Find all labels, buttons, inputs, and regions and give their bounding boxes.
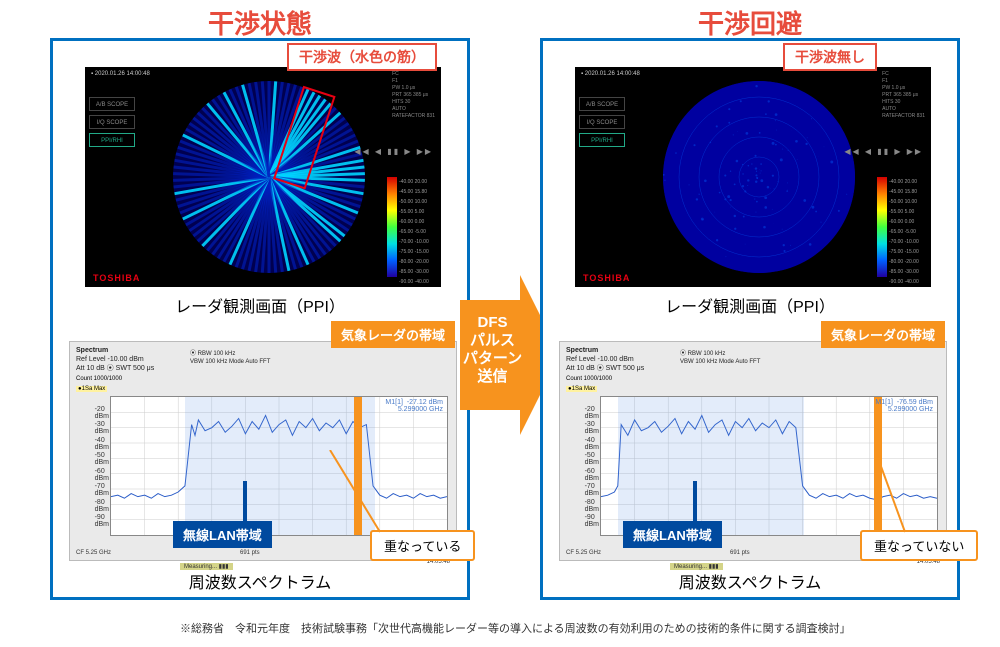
spec-header: Spectrum Ref Level -10.00 dBmAtt 10 dB ⦿… [76, 346, 154, 373]
ppi-btn-ab[interactable]: A/B SCOPE [89, 97, 135, 111]
ppi-btn-ab-r[interactable]: A/B SCOPE [579, 97, 625, 111]
ppi-screen-right: ▪ 2020.01.26 14:00:48 FCF1PW 1.0 μsPRT 3… [575, 67, 931, 287]
trace-label-r: ●1Sa Max [566, 386, 597, 392]
ppi-toolbar-r: A/B SCOPE I/Q SCOPE PPI/RHI [579, 97, 629, 151]
caption-ppi-right: レーダ観測画面（PPI） [543, 293, 957, 317]
media-controls-r[interactable]: ◀◀ ◀ ▮▮ ▶ ▶▶ [844, 147, 923, 156]
ppi-btn-iq[interactable]: I/Q SCOPE [89, 115, 135, 129]
ppi-header: ▪ 2020.01.26 14:00:48 [91, 71, 150, 77]
caption-spec-right: 周波数スペクトラム [543, 569, 957, 593]
ppi-stats: FCF1PW 1.0 μsPRT 365 385 μsHITS 30AUTORA… [392, 71, 435, 120]
caption-ppi-left: レーダ観測画面（PPI） [53, 293, 467, 317]
ppi-toolbar: A/B SCOPE I/Q SCOPE PPI/RHI [89, 97, 139, 151]
title-right: 干渉回避 [540, 4, 960, 41]
caption-spec-left: 周波数スペクトラム [53, 569, 467, 593]
label-wlan-right: 無線LAN帯域 [623, 521, 722, 548]
spec-pts: 691 pts [240, 550, 260, 556]
badge-interference: 干渉波（水色の筋） [287, 43, 437, 71]
label-radar-band-left: 気象レーダの帯域 [331, 321, 455, 348]
diagram-root: 干渉状態 干渉回避 ▪ 2020.01.26 14:00:48 FCF1PW 1… [0, 0, 1000, 647]
brand-logo-r: TOSHIBA [583, 273, 630, 283]
spec-header2-r: ⦿ RBW 100 kHz VBW 100 kHz Mode Auto FFT [680, 350, 760, 366]
ppi-btn-ppi-r[interactable]: PPI/RHI [579, 133, 625, 147]
wlan-pointer-left [243, 481, 247, 521]
leader-no-overlap [850, 450, 950, 540]
marker-left: M1[1] -27.12 dBm 5.299000 GHz [385, 399, 443, 413]
spec-cf-r: CF 5.25 GHz [566, 550, 601, 556]
leader-overlap [320, 450, 440, 540]
ppi-screen-left: ▪ 2020.01.26 14:00:48 FCF1PW 1.0 μsPRT 3… [85, 67, 441, 287]
spec-cf: CF 5.25 GHz [76, 550, 111, 556]
brand-logo: TOSHIBA [93, 273, 140, 283]
title-left: 干渉状態 [50, 4, 470, 41]
colorbar: -40.00 20.00-45.00 15.80-50.00 10.00-55.… [387, 177, 433, 277]
spec-header-r: Spectrum Ref Level -10.00 dBmAtt 10 dB ⦿… [566, 346, 644, 373]
marker-right: M1[1] -76.59 dBm 5.299000 GHz [875, 399, 933, 413]
label-radar-band-right: 気象レーダの帯域 [821, 321, 945, 348]
media-controls[interactable]: ◀◀ ◀ ▮▮ ▶ ▶▶ [354, 147, 433, 156]
spec-count: Count 1000/1000 [76, 376, 122, 382]
spec-header2: ⦿ RBW 100 kHz VBW 100 kHz Mode Auto FFT [190, 350, 270, 366]
colorbar-r: -40.00 20.00-45.00 15.80-50.00 10.00-55.… [877, 177, 923, 277]
badge-no-interference: 干渉波無し [783, 43, 877, 71]
ppi-sweep-right [663, 81, 855, 273]
trace-label: ●1Sa Max [76, 386, 107, 392]
spec-pts-r: 691 pts [730, 550, 750, 556]
wlan-shade-right [618, 397, 804, 535]
arrow-text: DFSパルスパターン送信 [460, 314, 525, 386]
spec-count-r: Count 1000/1000 [566, 376, 612, 382]
footnote: ※総務省 令和元年度 技術試験事務「次世代高機能レーダー等の導入による周波数の有… [180, 620, 851, 636]
ppi-sweep-left [173, 81, 365, 273]
ppi-stats-r: FCF1PW 1.0 μsPRT 365 385 μsHITS 30AUTORA… [882, 71, 925, 120]
label-wlan-left: 無線LAN帯域 [173, 521, 272, 548]
wlan-pointer-right [693, 481, 697, 521]
ppi-btn-iq-r[interactable]: I/Q SCOPE [579, 115, 625, 129]
ppi-header-r: ▪ 2020.01.26 14:00:48 [581, 71, 640, 77]
ppi-btn-ppi[interactable]: PPI/RHI [89, 133, 135, 147]
